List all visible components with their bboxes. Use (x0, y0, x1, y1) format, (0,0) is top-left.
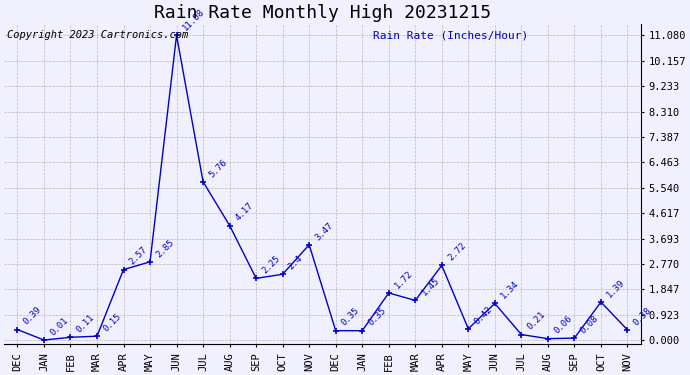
Text: 0.08: 0.08 (578, 314, 600, 335)
Text: Rain Rate (Inches/Hour): Rain Rate (Inches/Hour) (373, 30, 529, 40)
Text: 2.25: 2.25 (260, 254, 282, 276)
Text: 0.01: 0.01 (48, 316, 70, 337)
Text: 0.38: 0.38 (631, 306, 653, 327)
Text: 0.15: 0.15 (101, 312, 123, 333)
Text: 0.42: 0.42 (473, 304, 494, 326)
Text: 1.45: 1.45 (420, 276, 441, 298)
Text: 3.47: 3.47 (313, 220, 335, 242)
Text: 5.76: 5.76 (207, 158, 229, 179)
Text: 0.06: 0.06 (552, 314, 573, 336)
Text: 2.4: 2.4 (287, 254, 304, 272)
Text: 0.39: 0.39 (21, 305, 43, 327)
Text: 1.39: 1.39 (605, 278, 627, 299)
Text: 0.35: 0.35 (340, 306, 362, 328)
Text: 11.08: 11.08 (181, 7, 206, 33)
Text: 4.17: 4.17 (234, 201, 255, 223)
Title: Rain Rate Monthly High 20231215: Rain Rate Monthly High 20231215 (154, 4, 491, 22)
Text: 0.21: 0.21 (526, 310, 547, 332)
Text: 1.72: 1.72 (393, 268, 415, 290)
Text: 0.11: 0.11 (75, 313, 96, 334)
Text: 0.35: 0.35 (366, 306, 388, 328)
Text: 2.72: 2.72 (446, 241, 468, 262)
Text: 2.85: 2.85 (154, 237, 176, 259)
Text: 1.34: 1.34 (499, 279, 520, 301)
Text: Copyright 2023 Cartronics.com: Copyright 2023 Cartronics.com (8, 30, 188, 40)
Text: 2.57: 2.57 (128, 245, 149, 267)
